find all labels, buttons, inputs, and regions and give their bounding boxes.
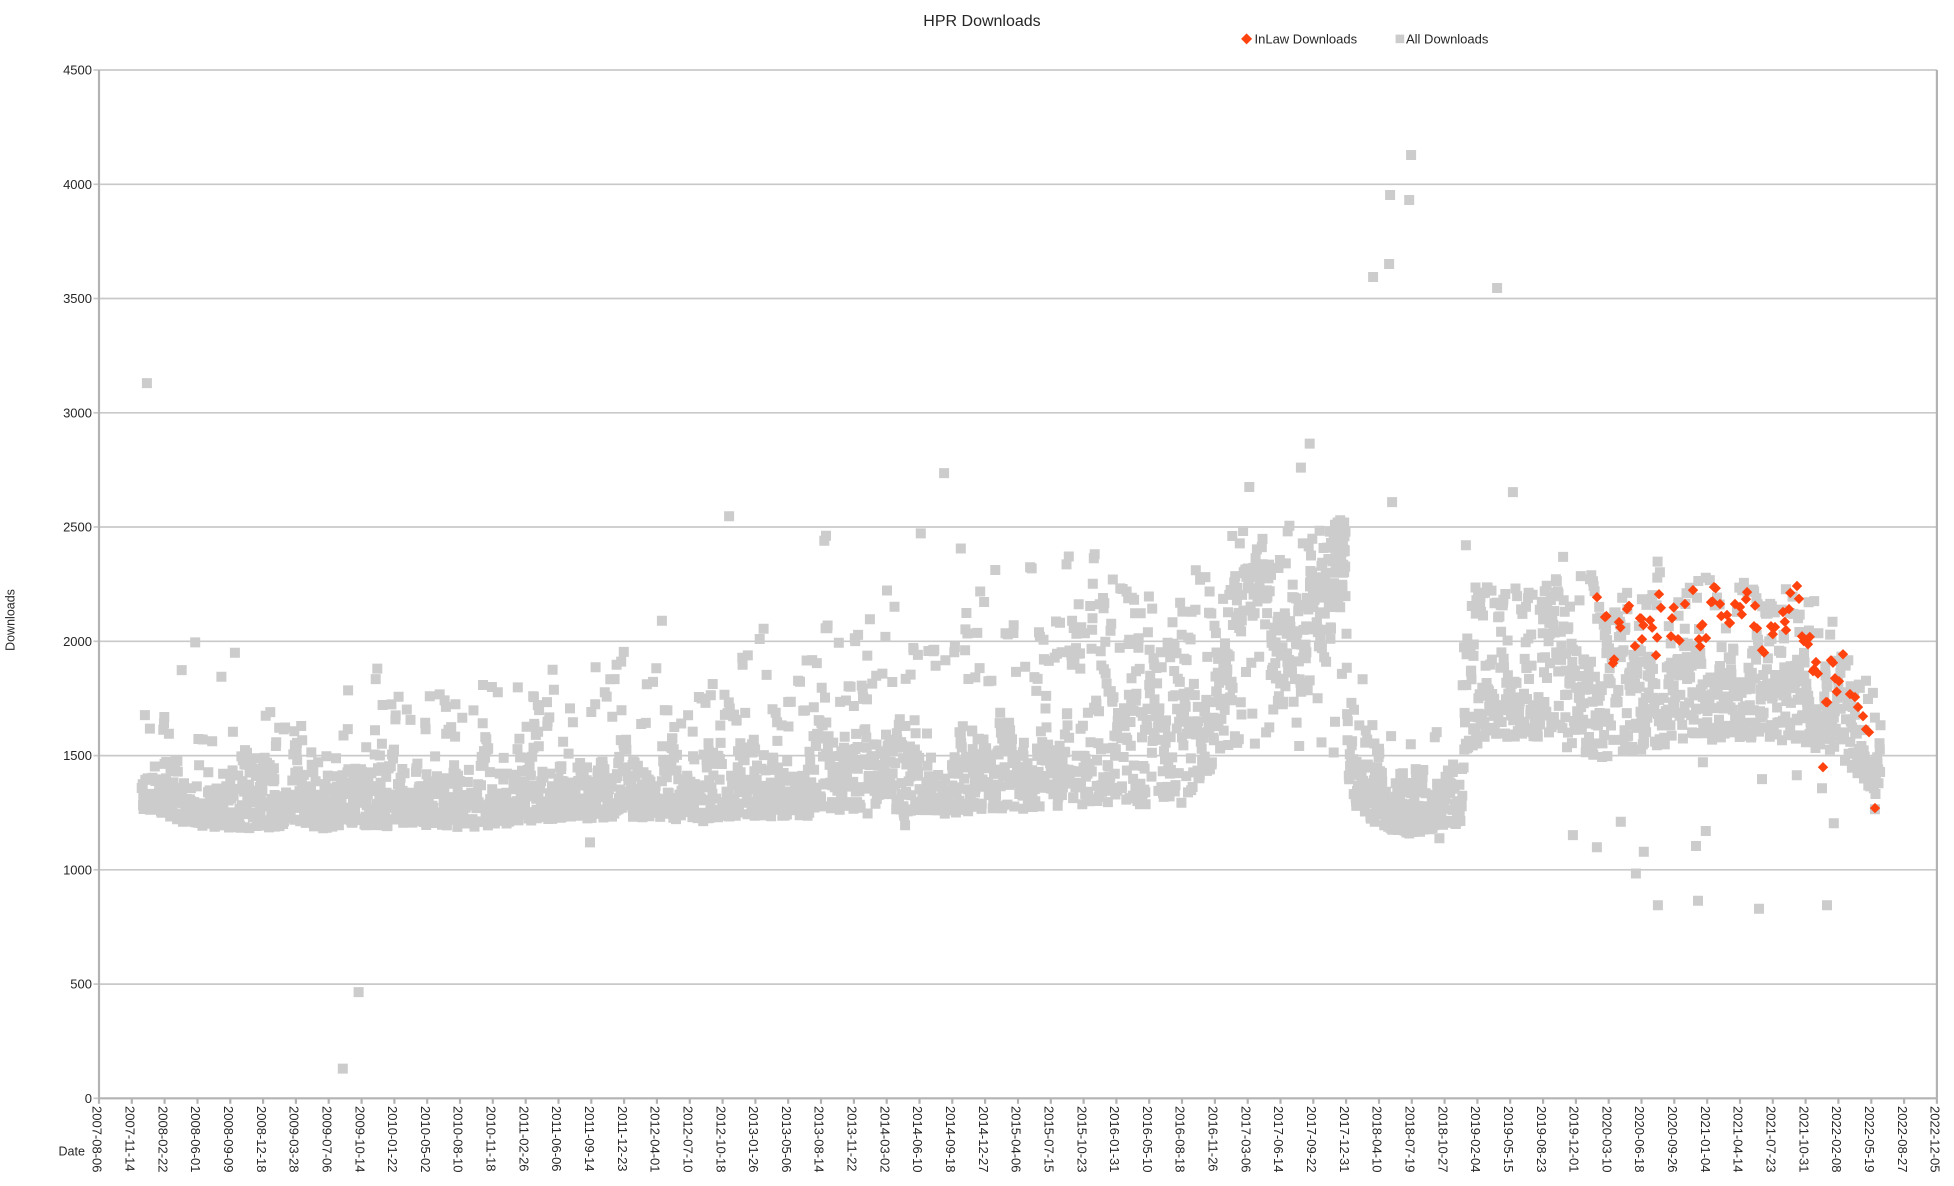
svg-text:2013-01-26: 2013-01-26 <box>746 1106 761 1173</box>
svg-text:2009-07-06: 2009-07-06 <box>319 1106 334 1173</box>
svg-text:All Downloads: All Downloads <box>1406 32 1489 47</box>
svg-text:4000: 4000 <box>63 177 92 192</box>
svg-text:2021-10-31: 2021-10-31 <box>1796 1106 1811 1173</box>
svg-text:2011-09-14: 2011-09-14 <box>582 1106 597 1172</box>
svg-text:2013-08-14: 2013-08-14 <box>812 1106 827 1173</box>
svg-text:2008-09-09: 2008-09-09 <box>221 1106 236 1173</box>
svg-text:2019-08-23: 2019-08-23 <box>1534 1106 1549 1173</box>
svg-text:2014-12-27: 2014-12-27 <box>976 1106 991 1173</box>
svg-text:2022-12-05: 2022-12-05 <box>1928 1106 1943 1173</box>
svg-text:3000: 3000 <box>63 405 92 420</box>
svg-text:2014-06-10: 2014-06-10 <box>910 1106 925 1173</box>
svg-text:Downloads: Downloads <box>4 589 18 651</box>
svg-text:2015-07-15: 2015-07-15 <box>1042 1106 1057 1173</box>
svg-text:2016-05-10: 2016-05-10 <box>1140 1106 1155 1173</box>
svg-text:2009-03-28: 2009-03-28 <box>287 1106 302 1173</box>
svg-text:2021-04-14: 2021-04-14 <box>1731 1106 1746 1173</box>
svg-text:500: 500 <box>70 977 92 992</box>
svg-text:2011-02-26: 2011-02-26 <box>516 1106 531 1172</box>
svg-text:2012-04-01: 2012-04-01 <box>648 1106 663 1173</box>
svg-text:0: 0 <box>85 1091 92 1106</box>
svg-text:2018-04-10: 2018-04-10 <box>1370 1106 1385 1173</box>
svg-text:2007-11-14: 2007-11-14 <box>123 1106 138 1172</box>
svg-text:2020-06-18: 2020-06-18 <box>1632 1106 1647 1173</box>
svg-text:2021-07-23: 2021-07-23 <box>1764 1106 1779 1173</box>
svg-text:2018-07-19: 2018-07-19 <box>1403 1106 1418 1173</box>
svg-text:2011-06-06: 2011-06-06 <box>549 1106 564 1172</box>
svg-text:2010-05-02: 2010-05-02 <box>418 1106 433 1173</box>
svg-text:2010-08-10: 2010-08-10 <box>451 1106 466 1173</box>
svg-text:2017-03-06: 2017-03-06 <box>1238 1106 1253 1173</box>
svg-text:2012-10-18: 2012-10-18 <box>713 1106 728 1173</box>
svg-text:2019-05-15: 2019-05-15 <box>1501 1106 1516 1173</box>
svg-text:2008-02-22: 2008-02-22 <box>155 1106 170 1173</box>
svg-text:InLaw Downloads: InLaw Downloads <box>1255 32 1358 47</box>
svg-text:2016-08-18: 2016-08-18 <box>1173 1106 1188 1173</box>
svg-text:2022-05-19: 2022-05-19 <box>1862 1106 1877 1173</box>
svg-text:2010-11-18: 2010-11-18 <box>484 1106 499 1172</box>
svg-text:4500: 4500 <box>63 63 92 78</box>
svg-text:2009-10-14: 2009-10-14 <box>352 1106 367 1173</box>
svg-text:2020-09-26: 2020-09-26 <box>1665 1106 1680 1173</box>
svg-text:2007-08-06: 2007-08-06 <box>90 1106 105 1173</box>
svg-text:2014-09-18: 2014-09-18 <box>943 1106 958 1173</box>
svg-text:2010-01-22: 2010-01-22 <box>385 1106 400 1173</box>
svg-text:2020-03-10: 2020-03-10 <box>1599 1106 1614 1173</box>
svg-text:2008-06-01: 2008-06-01 <box>188 1106 203 1173</box>
svg-text:2500: 2500 <box>63 520 92 535</box>
svg-text:HPR Downloads: HPR Downloads <box>923 13 1040 30</box>
svg-text:2000: 2000 <box>63 634 92 649</box>
svg-text:2016-01-31: 2016-01-31 <box>1107 1106 1122 1173</box>
svg-text:2017-06-14: 2017-06-14 <box>1271 1106 1286 1173</box>
svg-text:2011-12-23: 2011-12-23 <box>615 1106 630 1172</box>
svg-text:2016-11-26: 2016-11-26 <box>1206 1106 1221 1172</box>
svg-text:2019-12-01: 2019-12-01 <box>1567 1106 1582 1173</box>
svg-text:2015-04-06: 2015-04-06 <box>1009 1106 1024 1173</box>
svg-text:1500: 1500 <box>63 748 92 763</box>
svg-text:2013-11-22: 2013-11-22 <box>845 1106 860 1172</box>
svg-text:2021-01-04: 2021-01-04 <box>1698 1106 1713 1173</box>
svg-text:2013-05-06: 2013-05-06 <box>779 1106 794 1173</box>
svg-text:2017-09-22: 2017-09-22 <box>1304 1106 1319 1173</box>
svg-text:2022-08-27: 2022-08-27 <box>1895 1106 1910 1173</box>
svg-text:2015-10-23: 2015-10-23 <box>1074 1106 1089 1173</box>
svg-text:Date: Date <box>59 1145 85 1159</box>
svg-text:2018-10-27: 2018-10-27 <box>1435 1106 1450 1173</box>
svg-text:2008-12-18: 2008-12-18 <box>254 1106 269 1173</box>
svg-text:2017-12-31: 2017-12-31 <box>1337 1106 1352 1173</box>
svg-text:2012-07-10: 2012-07-10 <box>681 1106 696 1173</box>
svg-text:2014-03-02: 2014-03-02 <box>877 1106 892 1173</box>
svg-text:2022-02-08: 2022-02-08 <box>1829 1106 1844 1173</box>
svg-text:2019-02-04: 2019-02-04 <box>1468 1106 1483 1173</box>
svg-text:3500: 3500 <box>63 291 92 306</box>
svg-text:1000: 1000 <box>63 862 92 877</box>
